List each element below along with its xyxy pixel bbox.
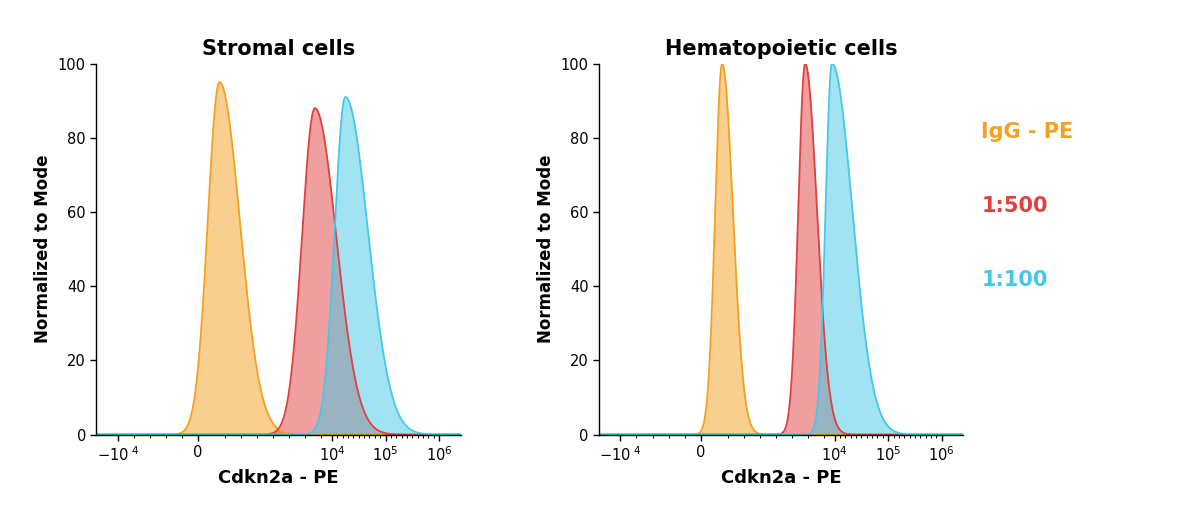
Y-axis label: Normalized to Mode: Normalized to Mode: [35, 155, 52, 343]
X-axis label: Cdkn2a - PE: Cdkn2a - PE: [721, 469, 842, 487]
Text: 1:500: 1:500: [981, 196, 1047, 216]
Y-axis label: Normalized to Mode: Normalized to Mode: [537, 155, 555, 343]
X-axis label: Cdkn2a - PE: Cdkn2a - PE: [218, 469, 338, 487]
Text: IgG - PE: IgG - PE: [981, 122, 1074, 142]
Text: 1:100: 1:100: [981, 270, 1047, 290]
Title: Stromal cells: Stromal cells: [202, 39, 355, 59]
Title: Hematopoietic cells: Hematopoietic cells: [665, 39, 897, 59]
